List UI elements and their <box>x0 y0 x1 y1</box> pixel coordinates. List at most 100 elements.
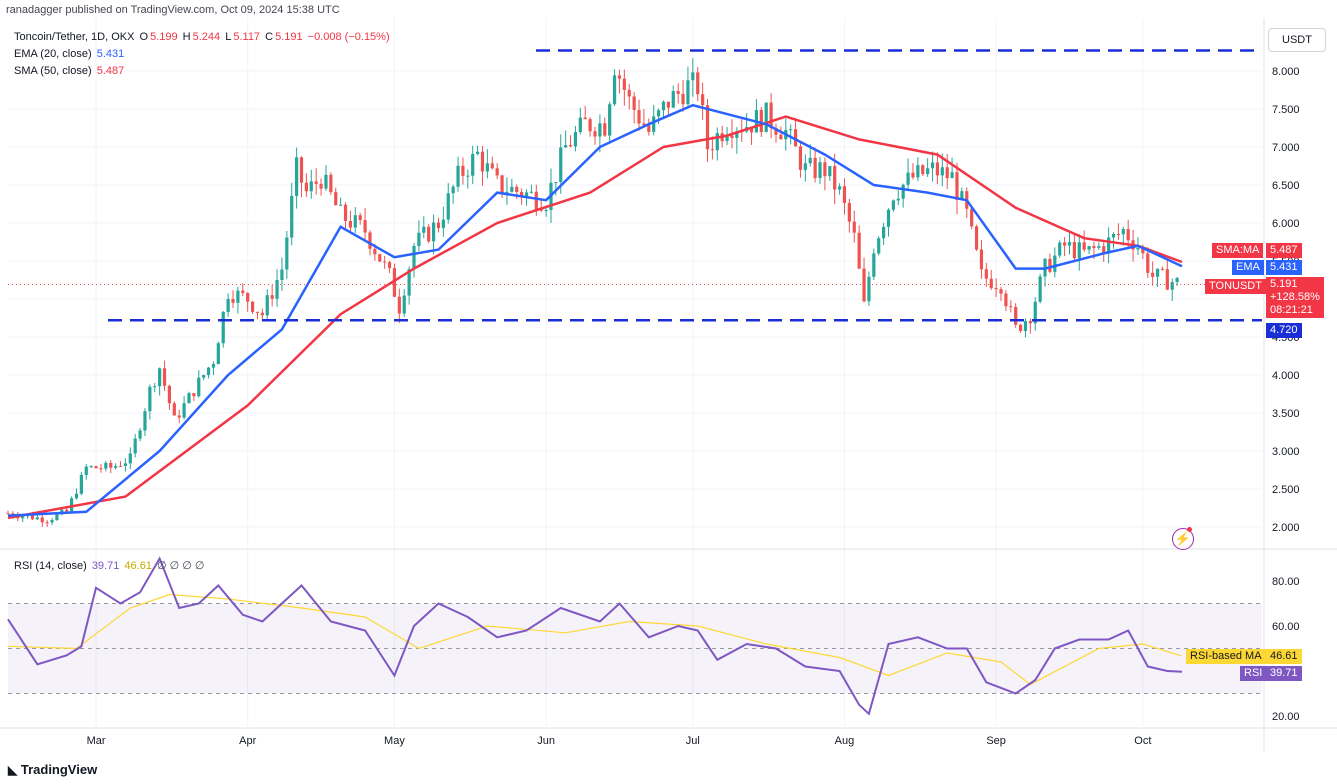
candle-body <box>1141 247 1145 254</box>
candle-body <box>1048 258 1052 272</box>
candle-body <box>1155 268 1160 277</box>
low-value: 5.117 <box>233 31 261 43</box>
candle-body <box>387 262 392 269</box>
candle-body <box>1107 237 1111 254</box>
candle-body <box>847 203 851 222</box>
candle-body <box>1038 276 1042 302</box>
candle-body <box>270 295 274 299</box>
price-tick-label: 7.500 <box>1272 104 1300 116</box>
candle-body <box>456 165 460 187</box>
candle-body <box>1067 242 1072 246</box>
candle-body <box>334 192 338 206</box>
candle-body <box>162 368 167 386</box>
candle-body <box>69 498 74 512</box>
candle-body <box>828 166 832 177</box>
candle-body <box>564 145 568 148</box>
candle-body <box>133 438 137 454</box>
candle-body <box>299 157 304 183</box>
candle-body <box>916 165 920 178</box>
candle-body <box>241 290 245 293</box>
grid <box>8 18 1262 726</box>
candle-body <box>378 254 382 262</box>
tradingview-logo[interactable]: ◣ TradingView <box>8 762 97 777</box>
price-tick-label: 6.500 <box>1272 180 1300 192</box>
candle-body <box>339 204 343 206</box>
horizontal-levels <box>8 49 1262 322</box>
candle-body <box>446 193 450 220</box>
candle-body <box>255 311 260 313</box>
candle-body <box>676 91 680 94</box>
ticker-tag-label: TONUSDT <box>1205 279 1266 294</box>
candle-body <box>407 269 411 296</box>
rsi-ma-tag-value: 46.61 <box>1266 649 1302 664</box>
candle-body <box>598 123 602 137</box>
candle-body <box>637 110 641 124</box>
candle-body <box>1116 233 1121 235</box>
candle-body <box>1165 269 1169 290</box>
candle-body <box>1072 242 1076 259</box>
candle-body <box>402 295 406 314</box>
candle-body <box>353 215 357 228</box>
candle-body <box>231 298 235 303</box>
candle-body <box>1053 255 1057 272</box>
candle-body <box>735 131 739 138</box>
candle-body <box>554 182 558 184</box>
candle-body <box>148 386 152 412</box>
candle-body <box>882 226 886 239</box>
candle-body <box>529 191 534 193</box>
candle-body <box>167 385 172 404</box>
candle-body <box>412 245 416 270</box>
open-label: O <box>139 31 149 43</box>
candle-body <box>524 192 529 198</box>
candle-body <box>368 232 372 249</box>
candle-body <box>608 104 612 136</box>
candle-body <box>177 415 181 418</box>
candle-body <box>343 204 348 221</box>
candle-body <box>779 134 783 140</box>
close-label: C <box>265 31 274 43</box>
candle-body <box>118 465 123 467</box>
price-tick-label: 3.500 <box>1272 408 1300 420</box>
candle-body <box>994 288 998 290</box>
candle-body <box>505 191 509 193</box>
candle-body <box>500 175 504 193</box>
candle-body <box>979 249 984 270</box>
currency-unit-button[interactable]: USDT <box>1268 28 1326 52</box>
candle-body <box>1151 272 1155 277</box>
candle-body <box>696 72 700 95</box>
candle-body <box>1004 293 1008 307</box>
rsi-ma-tag-label: RSI-based MA <box>1186 649 1266 664</box>
bolt-icon[interactable]: ⚡ <box>1172 528 1194 550</box>
candle-body <box>236 290 240 303</box>
candle-body <box>211 364 216 368</box>
candle-body <box>216 343 220 365</box>
candle-body <box>280 269 284 281</box>
candle-body <box>309 181 313 192</box>
publisher-line: ranadagger published on TradingView.com,… <box>6 4 340 16</box>
candle-body <box>436 222 441 229</box>
candle-body <box>603 123 607 136</box>
rsi-tick-label: 60.00 <box>1272 621 1300 633</box>
candle-body <box>970 208 974 227</box>
candle-body <box>671 91 675 108</box>
candle-body <box>656 110 661 117</box>
price-tick-label: 2.500 <box>1272 484 1300 496</box>
candle-body <box>138 430 142 439</box>
candle-body <box>588 119 592 132</box>
candle-body <box>935 162 940 176</box>
candle-body <box>471 153 475 176</box>
candle-body <box>319 183 323 189</box>
candle-body <box>89 466 93 468</box>
candle-body <box>246 292 250 302</box>
candle-body <box>182 403 186 418</box>
price-tick-label: 4.000 <box>1272 370 1300 382</box>
symbol-name: Toncoin/Tether, 1D, OKX <box>14 31 135 43</box>
rsi-tag-label: RSI <box>1240 666 1267 681</box>
candle-body <box>476 151 480 154</box>
price-tick-label: 7.000 <box>1272 142 1300 154</box>
candle-body <box>373 248 377 255</box>
candle-body <box>1175 277 1179 283</box>
open-value: 5.199 <box>150 31 178 43</box>
